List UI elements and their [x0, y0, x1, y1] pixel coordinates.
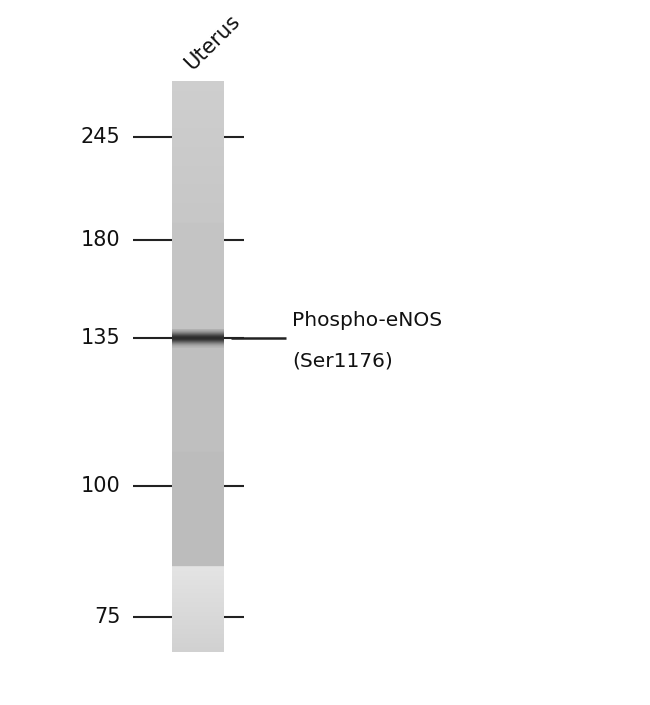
- Text: 135: 135: [81, 329, 120, 348]
- Text: Phospho-eNOS: Phospho-eNOS: [292, 311, 443, 330]
- Text: 75: 75: [94, 607, 120, 627]
- Text: (Ser1176): (Ser1176): [292, 351, 393, 370]
- Text: 100: 100: [81, 477, 120, 496]
- Text: 245: 245: [81, 128, 120, 147]
- Text: 180: 180: [81, 230, 120, 250]
- Text: Uterus: Uterus: [181, 11, 244, 74]
